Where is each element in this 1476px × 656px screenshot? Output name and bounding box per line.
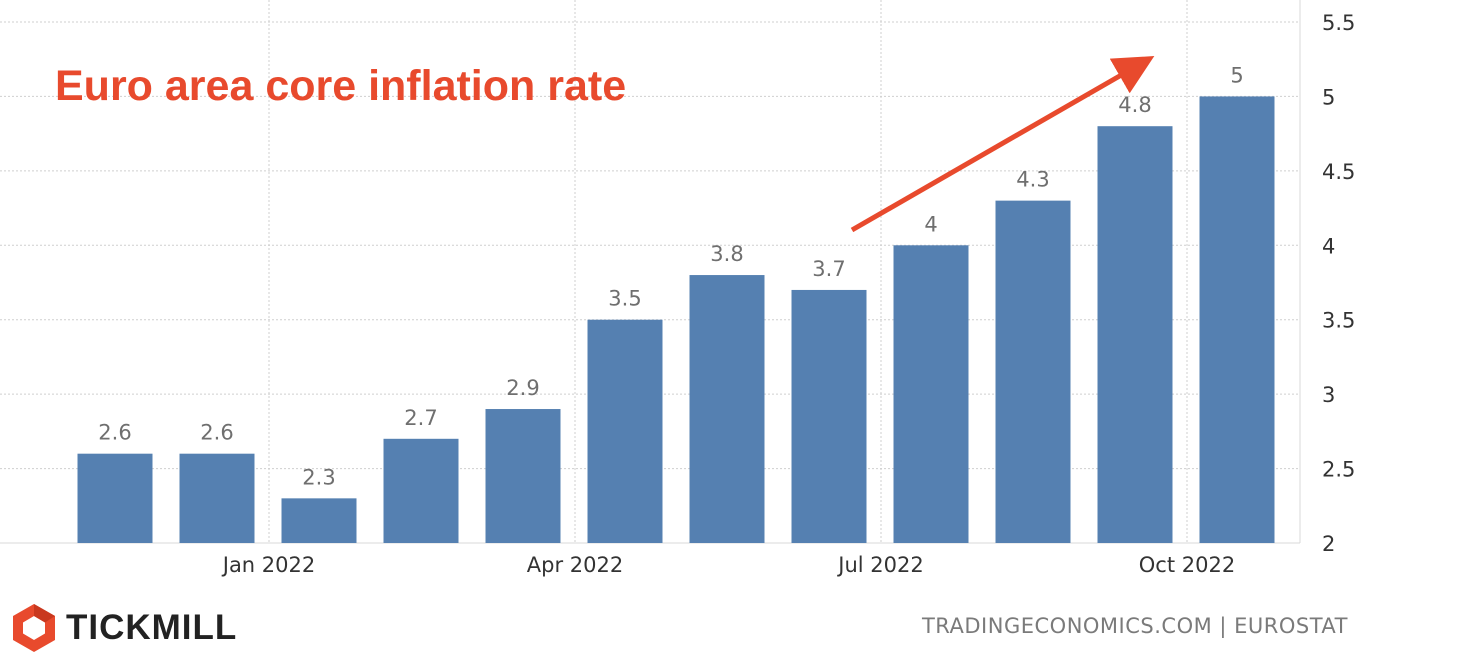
bar	[1199, 96, 1275, 543]
bar	[587, 319, 663, 543]
data-label: 4.3	[1016, 168, 1049, 192]
brand-logo: TICKMILL	[12, 603, 237, 653]
y-tick-label: 5.5	[1322, 11, 1355, 35]
bars	[77, 96, 1275, 544]
bar	[281, 498, 357, 543]
y-tick-label: 4	[1322, 234, 1335, 258]
bar	[77, 453, 153, 543]
x-tick-label: Jan 2022	[221, 553, 316, 577]
data-label: 2.3	[302, 465, 335, 489]
data-label: 3.8	[710, 242, 743, 266]
x-axis: Jan 2022 Apr 2022 Jul 2022 Oct 2022	[221, 553, 1235, 577]
bar	[893, 245, 969, 544]
y-axis: 2 2.5 3 3.5 4 4.5 5 5.5	[1322, 11, 1355, 556]
y-tick-label: 2	[1322, 532, 1335, 556]
data-label: 3.5	[608, 287, 641, 311]
trend-arrow	[850, 56, 1155, 233]
x-tick-label: Apr 2022	[527, 553, 623, 577]
data-label: 4	[924, 212, 937, 236]
y-tick-label: 5	[1322, 85, 1335, 109]
data-label: 2.9	[506, 376, 539, 400]
tickmill-logo-icon	[13, 604, 55, 652]
data-label: 2.6	[98, 421, 131, 445]
bar	[791, 289, 867, 543]
source-credit: TRADINGECONOMICS.COM | EUROSTAT	[921, 614, 1348, 638]
bar	[485, 409, 561, 543]
bar	[689, 275, 765, 543]
data-label: 5	[1230, 63, 1243, 87]
data-label: 4.8	[1118, 93, 1151, 117]
bar	[995, 200, 1071, 543]
chart-title: Euro area core inflation rate	[55, 62, 627, 110]
data-label: 2.6	[200, 421, 233, 445]
bar	[1097, 126, 1173, 543]
data-labels: 2.6 2.6 2.3 2.7 2.9 3.5 3.8 3.7 4 4.3 4.8 5	[98, 63, 1243, 489]
y-tick-label: 3.5	[1322, 309, 1355, 333]
data-label: 3.7	[812, 257, 845, 281]
x-tick-label: Jul 2022	[836, 553, 923, 577]
y-tick-label: 2.5	[1322, 458, 1355, 482]
brand-name: TICKMILL	[66, 608, 238, 647]
y-tick-label: 4.5	[1322, 160, 1355, 184]
data-label: 2.7	[404, 406, 437, 430]
bar	[179, 453, 255, 543]
x-tick-label: Oct 2022	[1139, 553, 1235, 577]
bar	[383, 438, 459, 543]
y-tick-label: 3	[1322, 383, 1335, 407]
